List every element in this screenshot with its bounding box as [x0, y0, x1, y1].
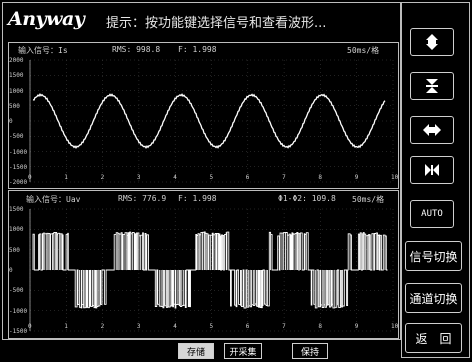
hint-text: 提示：按功能键选择信号和查看波形...: [106, 16, 327, 31]
top-y-tick-label: -2000: [9, 179, 28, 186]
bottom-y-tick-label: -1000: [9, 307, 28, 315]
bottom-x-tick-label: 7: [282, 323, 286, 330]
top-x-tick-label: 8: [318, 174, 323, 181]
phase-difference-value: Φ1-Φ2: 109.8: [278, 194, 336, 203]
voltage-waveform-trace: [32, 231, 388, 309]
vertical-expand-icon: [426, 34, 438, 50]
bottom-x-tick-label: 4: [173, 323, 177, 330]
bottom-y-tick-label: 1500: [9, 206, 24, 213]
back-button[interactable]: 返 回: [405, 323, 462, 353]
brand-logo: Anyway: [8, 8, 85, 30]
bottom-signal-label: 输入信号：Uav: [26, 195, 81, 204]
hold-button[interactable]: 保持: [292, 343, 328, 359]
vertical-expand-button[interactable]: [410, 28, 454, 56]
top-x-tick-label: 2: [100, 174, 105, 181]
bottom-y-tick-label: -500: [9, 287, 24, 295]
bottom-x-tick-label: 5: [209, 323, 214, 330]
main-frame: [2, 2, 401, 340]
start-acquisition-button[interactable]: 开采集: [224, 343, 262, 359]
top-waveform-panel: [8, 42, 399, 189]
top-y-tick-label: 0: [9, 118, 13, 125]
bottom-y-tick-label: 500: [9, 246, 20, 254]
horizontal-expand-icon: [423, 124, 441, 136]
bottom-frequency-value: F: 1.998: [178, 194, 217, 203]
top-x-tick-label: 1: [64, 174, 68, 181]
bottom-y-tick-label: 0: [9, 267, 13, 274]
top-x-tick-label: 3: [136, 174, 141, 181]
top-timebase: 50ms/格: [347, 46, 380, 55]
top-y-tick-label: -1000: [9, 148, 28, 156]
top-x-tick-label: 10: [391, 174, 399, 181]
top-x-tick-label: 4: [173, 174, 177, 181]
top-y-tick-label: 1500: [9, 72, 24, 80]
channel-switch-button[interactable]: 通道切换: [405, 283, 462, 313]
top-y-tick-label: -1500: [9, 163, 28, 171]
top-frequency-value: F: 1.998: [178, 45, 217, 54]
vertical-compress-button[interactable]: [410, 72, 454, 100]
top-x-tick-label: 5: [209, 174, 214, 181]
header: Anyway 提示：按功能键选择信号和查看波形...: [8, 4, 388, 40]
top-signal-label: 输入信号：Is: [18, 46, 68, 55]
top-y-tick-label: 2000: [9, 57, 24, 64]
bottom-x-tick-label: 6: [245, 323, 250, 330]
bottom-x-tick-label: 9: [354, 323, 359, 330]
bottom-x-tick-label: 2: [100, 323, 105, 330]
side-frame: [401, 2, 470, 358]
top-x-tick-label: 9: [354, 174, 359, 181]
top-y-tick-label: -500: [9, 133, 24, 141]
top-x-tick-label: 6: [245, 174, 250, 181]
signal-switch-button[interactable]: 信号切换: [405, 241, 462, 271]
horizontal-compress-icon: [425, 164, 439, 176]
bottom-y-tick-label: -1500: [9, 328, 28, 335]
save-button[interactable]: 存储: [178, 343, 214, 359]
horizontal-compress-button[interactable]: [410, 156, 454, 184]
top-y-tick-label: 500: [9, 102, 20, 110]
bottom-waveform-plot: [29, 208, 394, 332]
bottom-timebase: 50ms/格: [352, 195, 385, 204]
bottom-x-tick-label: 3: [136, 323, 141, 330]
top-x-tick-label: 7: [282, 174, 286, 181]
top-y-tick-label: 1000: [9, 87, 24, 95]
bottom-x-tick-label: 1: [64, 323, 68, 330]
current-waveform-trace: [32, 92, 386, 150]
vertical-compress-icon: [426, 79, 438, 93]
top-rms-value: RMS: 998.8: [112, 45, 161, 54]
bottom-x-tick-label: 10: [391, 323, 399, 330]
top-waveform-plot: [29, 59, 394, 183]
bottom-y-tick-label: 1000: [9, 226, 24, 234]
bottom-rms-value: RMS: 776.9: [118, 194, 167, 203]
top-x-tick-label: 0: [28, 174, 32, 181]
bottom-waveform-panel: [8, 190, 399, 339]
horizontal-expand-button[interactable]: [410, 116, 454, 144]
bottom-x-tick-label: 0: [28, 323, 32, 330]
auto-button[interactable]: AUTO: [410, 200, 454, 228]
bottom-x-tick-label: 8: [318, 323, 323, 330]
